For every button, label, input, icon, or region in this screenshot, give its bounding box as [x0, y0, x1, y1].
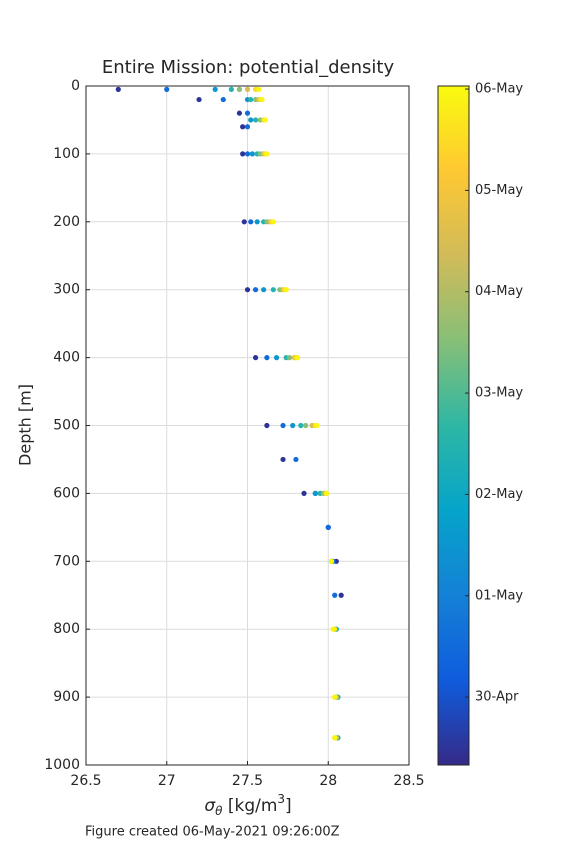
y-tick-label: 900 — [53, 689, 80, 705]
colorbar-tick-label: 05-May — [475, 183, 523, 198]
data-point — [324, 490, 330, 496]
data-point — [228, 86, 234, 92]
chart-title: Entire Mission: potential_density — [102, 57, 395, 78]
data-point — [328, 558, 335, 564]
data-point — [244, 124, 251, 130]
data-point — [236, 110, 243, 116]
x-label-sub: θ — [215, 804, 223, 818]
y-tick-label: 300 — [53, 282, 80, 298]
data-point — [332, 735, 338, 741]
data-point — [244, 151, 251, 157]
y-axis-label: Depth [m] — [16, 384, 35, 466]
y-tick-label: 0 — [71, 78, 80, 94]
data-point — [325, 524, 331, 530]
x-label-symbol: σ — [204, 796, 216, 816]
data-point — [212, 86, 218, 92]
data-point — [290, 422, 296, 429]
plot-frame — [85, 85, 410, 766]
data-point — [254, 219, 260, 225]
data-point — [220, 96, 226, 103]
data-point — [286, 355, 293, 361]
data-point — [164, 86, 170, 92]
y-tick-label: 500 — [53, 418, 80, 434]
x-label-close: ] — [285, 796, 292, 816]
colorbar-tick-label: 01-May — [475, 588, 523, 603]
x-label-unit: [kg/m — [222, 796, 277, 816]
data-point — [249, 151, 255, 157]
data-point — [241, 219, 247, 225]
data-point — [280, 422, 286, 429]
data-point — [244, 86, 251, 92]
data-point — [298, 422, 304, 429]
data-point — [252, 117, 259, 123]
data-point — [303, 422, 309, 429]
footer: Figure created 06-May-2021 09:26:00Z — [85, 825, 340, 840]
data-point — [240, 124, 246, 130]
data-point — [262, 117, 268, 123]
data-point — [330, 626, 336, 632]
data-point — [196, 96, 202, 103]
data-point — [115, 86, 121, 92]
y-tick-label: 400 — [53, 350, 80, 366]
y-tick-label: 600 — [53, 485, 80, 501]
data-point — [248, 117, 254, 123]
data-point — [236, 86, 243, 92]
data-point — [261, 287, 267, 293]
x-tick-label: 26.5 — [70, 773, 101, 789]
x-tick-label: 27.5 — [232, 773, 263, 789]
y-tick-label: 200 — [53, 214, 80, 230]
colorbar-tick-label: 06-May — [475, 82, 523, 97]
data-point — [332, 592, 338, 598]
data-point — [248, 219, 254, 225]
data-point — [252, 355, 259, 361]
data-point — [240, 151, 246, 157]
data-point — [256, 86, 262, 92]
data-point — [314, 422, 320, 429]
colorbar-tick-label: 30-Apr — [475, 690, 519, 705]
data-point — [283, 287, 289, 293]
y-tick-label: 800 — [53, 621, 80, 637]
data-point — [259, 96, 265, 103]
data-point — [293, 456, 299, 463]
data-point — [294, 355, 301, 361]
x-tick-label: 28 — [319, 773, 337, 789]
x-tick-label: 27 — [158, 773, 176, 789]
y-tick-label: 700 — [53, 553, 80, 569]
colorbar — [437, 85, 470, 766]
data-point — [338, 592, 344, 598]
data-point — [332, 694, 338, 700]
data-point — [244, 110, 251, 116]
data-point — [280, 456, 286, 463]
data-point — [301, 490, 307, 496]
data-point — [312, 490, 318, 496]
colorbar-tick-label: 02-May — [475, 487, 523, 502]
y-tick-label: 100 — [53, 146, 80, 162]
data-point — [270, 219, 276, 225]
colorbar-tick-label: 03-May — [475, 386, 523, 401]
data-point — [264, 355, 270, 361]
data-point — [264, 151, 270, 157]
x-axis-label: σθ [kg/m3] — [204, 792, 291, 818]
data-point — [273, 355, 280, 361]
data-point — [270, 287, 276, 293]
data-point — [252, 287, 259, 293]
colorbar-tick-label: 04-May — [475, 284, 523, 299]
x-label-sup: 3 — [277, 792, 285, 806]
y-tick-label: 1000 — [44, 757, 80, 773]
data-point — [244, 287, 251, 293]
data-point — [264, 422, 270, 429]
x-tick-label: 28.5 — [393, 773, 424, 789]
data-point — [248, 96, 254, 103]
